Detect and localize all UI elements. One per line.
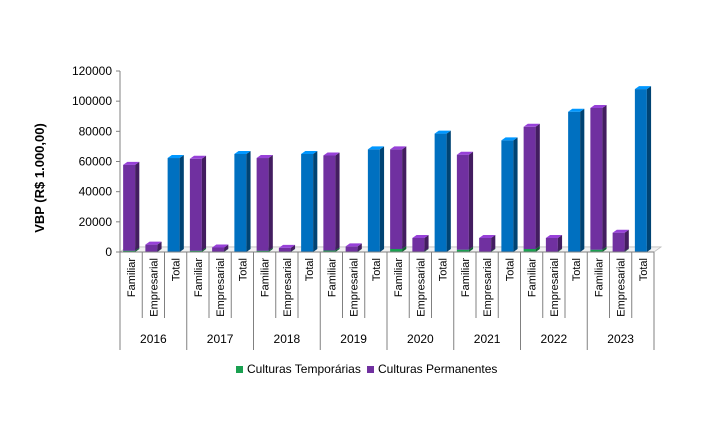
x-tick-label-empresarial: Empresarial [616, 258, 628, 317]
x-tick-label-familiar: Familiar [527, 258, 539, 297]
x-tick-label-empresarial: Empresarial [215, 258, 227, 317]
bar-2016-familiar-culturas-permanentes [123, 161, 140, 251]
bar-2020-familiar-culturas-permanentes [390, 146, 407, 249]
x-tick-label-empresarial: Empresarial [282, 258, 294, 317]
x-group-label: 2022 [541, 332, 568, 346]
x-group-label: 2016 [140, 332, 167, 346]
bar-2023-total-total [634, 86, 652, 252]
x-tick-label-total: Total [438, 258, 450, 281]
x-tick-label-total: Total [304, 258, 316, 281]
bar-2021-total-total [501, 137, 518, 252]
x-tick-label-familiar: Familiar [260, 258, 272, 297]
x-tick-label-total: Total [371, 258, 383, 281]
bar-2019-total-total [367, 146, 385, 252]
y-tick-label: 40000 [79, 185, 113, 199]
bar-2023-familiar-culturas-permanentes [590, 104, 607, 250]
x-tick-label-total: Total [504, 258, 516, 281]
x-tick-label-total: Total [237, 258, 249, 281]
x-tick-label-empresarial: Empresarial [349, 258, 361, 317]
bar-2018-familiar-culturas-permanentes [256, 155, 273, 251]
bar-2016-empresarial-culturas-permanentes [145, 241, 162, 252]
bar-2021-empresarial-culturas-permanentes [479, 234, 496, 252]
y-tick-label: 20000 [79, 215, 113, 229]
bar-2016-total-total [167, 155, 184, 252]
bar-2022-empresarial-culturas-permanentes [545, 234, 563, 252]
x-group-label: 2018 [274, 332, 301, 346]
legend: Culturas Temporárias Culturas Permanentes [236, 362, 497, 376]
x-group-label: 2021 [474, 332, 501, 346]
y-tick-label: 100000 [72, 94, 112, 108]
legend-label: Culturas Temporárias [247, 362, 361, 376]
legend-item: Culturas Temporárias [236, 362, 361, 376]
legend-swatch [367, 366, 374, 373]
bar-2021-familiar-culturas-permanentes [456, 151, 474, 250]
bar-2019-familiar-culturas-permanentes [323, 152, 340, 251]
bar-2017-total-total [234, 150, 251, 252]
bars [123, 86, 652, 253]
bar-2022-familiar-culturas-permanentes [523, 123, 540, 249]
x-group-label: 2020 [407, 332, 434, 346]
x-tick-label-familiar: Familiar [193, 258, 205, 297]
x-tick-label-familiar: Familiar [126, 258, 138, 297]
bar-2022-total-total [568, 108, 585, 252]
x-tick-label-familiar: Familiar [460, 258, 472, 297]
y-axis-label: VBP (R$ 1.000,00) [32, 123, 47, 233]
x-tick-label-total: Total [171, 258, 183, 281]
x-tick-label-empresarial: Empresarial [415, 258, 427, 317]
x-tick-label-total: Total [638, 258, 650, 281]
x-group-label: 2019 [340, 332, 367, 346]
x-tick-label-total: Total [571, 258, 583, 281]
x-tick-label-familiar: Familiar [393, 258, 405, 297]
y-tick-label: 60000 [79, 155, 113, 169]
legend-item: Culturas Permanentes [367, 362, 497, 376]
bar-2018-total-total [301, 150, 318, 252]
bar-2018-empresarial-culturas-permanentes [278, 244, 296, 252]
x-tick-label-familiar: Familiar [593, 258, 605, 297]
legend-swatch [236, 366, 243, 373]
x-tick-label-familiar: Familiar [326, 258, 338, 297]
x-tick-label-empresarial: Empresarial [549, 258, 561, 317]
x-tick-label-empresarial: Empresarial [482, 258, 494, 317]
x-tick-label-empresarial: Empresarial [148, 258, 160, 317]
legend-label: Culturas Permanentes [378, 362, 497, 376]
bar-2020-total-total [434, 130, 451, 252]
bar-2017-empresarial-culturas-permanentes [212, 244, 229, 252]
x-group-label: 2017 [207, 332, 234, 346]
y-tick-label: 0 [105, 245, 112, 259]
axes: 0 20000 40000 60000 80000 100000 120000 Familia… [72, 64, 655, 350]
bar-2020-empresarial-culturas-permanentes [412, 234, 429, 252]
y-tick-label: 120000 [72, 64, 112, 78]
x-group-label: 2023 [607, 332, 634, 346]
bar-2017-familiar-culturas-permanentes [189, 155, 207, 251]
bar-2023-empresarial-culturas-permanentes [612, 229, 629, 252]
bar-2019-empresarial-culturas-permanentes [345, 243, 362, 252]
y-tick-label: 80000 [79, 124, 113, 138]
